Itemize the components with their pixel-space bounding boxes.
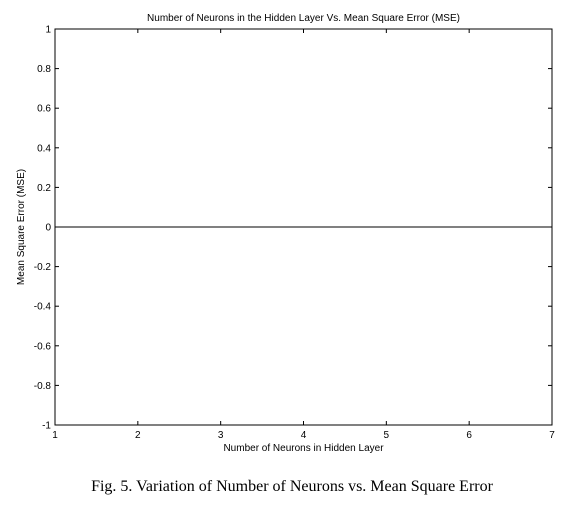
x-tick-label: 5 — [384, 430, 390, 441]
y-tick-label: 0 — [45, 223, 51, 234]
figure-caption: Fig. 5. Variation of Number of Neurons v… — [91, 478, 493, 495]
y-tick-label: -0.6 — [34, 341, 52, 352]
x-tick-label: 2 — [135, 430, 141, 441]
x-tick-label: 4 — [301, 430, 307, 441]
y-tick-label: 0.2 — [37, 183, 51, 194]
y-tick-label: 0.8 — [37, 64, 51, 75]
x-tick-label: 1 — [52, 430, 58, 441]
y-tick-label: 0.4 — [37, 143, 51, 154]
y-tick-label: -0.2 — [34, 262, 52, 273]
y-axis-title: Mean Square Error (MSE) — [16, 169, 27, 285]
tick-labels: 1 2 3 4 5 6 7 1 0.8 0.6 0.4 0.2 0 -0.2 -0.4 -0.6 -0.8 -1 — [34, 25, 555, 442]
ticks — [54, 28, 553, 426]
y-tick-label: 0.6 — [37, 104, 51, 115]
y-tick-label: -1 — [42, 421, 51, 432]
x-tick-label: 6 — [466, 430, 472, 441]
y-tick-label: 1 — [45, 25, 51, 36]
x-tick-label: 7 — [549, 430, 555, 441]
chart-title: Number of Neurons in the Hidden Layer Vs… — [147, 13, 460, 24]
x-axis-title: Number of Neurons in Hidden Layer — [223, 443, 384, 454]
y-tick-label: -0.8 — [34, 381, 52, 392]
y-tick-label: -0.4 — [34, 302, 52, 313]
x-tick-label: 3 — [218, 430, 224, 441]
